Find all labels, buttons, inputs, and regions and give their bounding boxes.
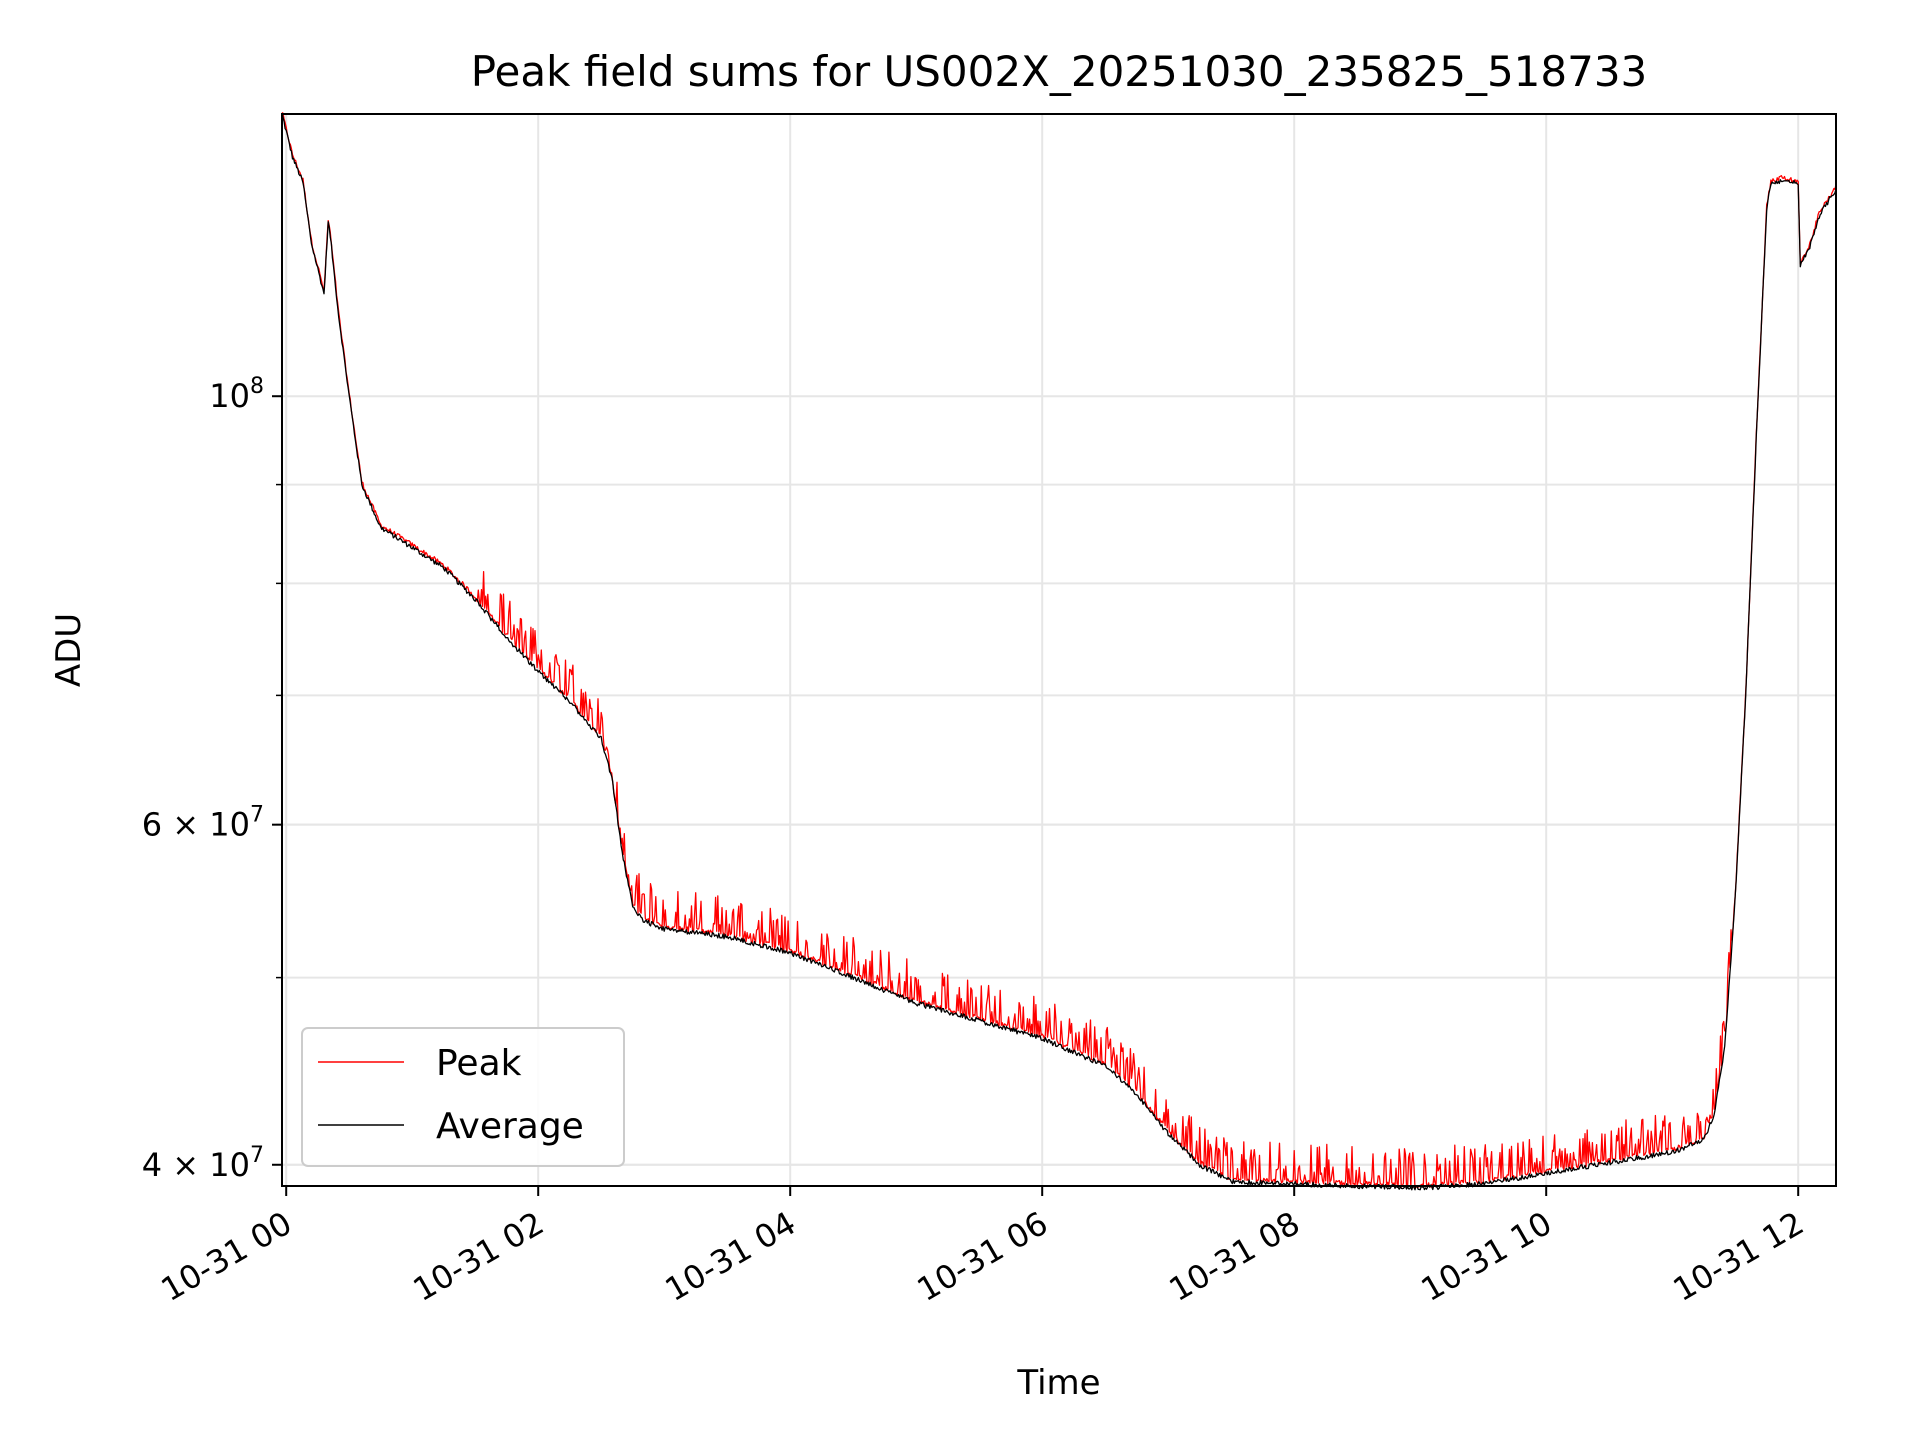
legend-label-peak: Peak [436,1043,522,1084]
legend-label-average: Average [436,1106,584,1147]
y-axis: 4 × 107 6 × 107 108 [142,374,282,1184]
plot-area [281,111,1837,1191]
x-axis-title: Time [1016,1363,1100,1403]
y-tick-label: 4 × 107 [142,1143,264,1184]
y-axis-title: ADU [49,613,89,687]
y-tick-label: 6 × 107 [142,803,264,844]
legend: Peak Average [301,1027,625,1167]
plot-frame [281,113,1837,1187]
y-tick-label: 108 [209,374,264,415]
chart-title: Peak field sums for US002X_20251030_2358… [471,47,1648,96]
series-line-average [281,113,1837,1191]
